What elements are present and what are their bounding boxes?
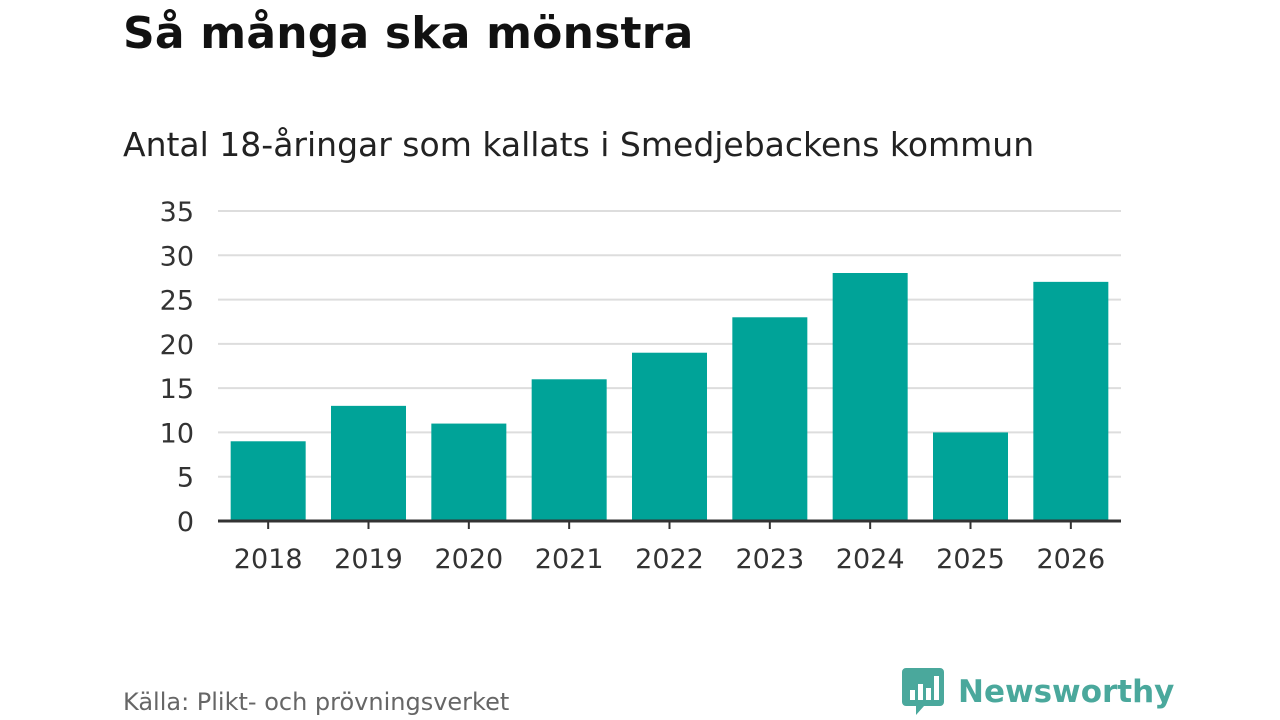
- y-tick-label: 0: [177, 507, 194, 538]
- bar-2021: [531, 379, 607, 521]
- chart-subtitle: Antal 18-åringar som kallats i Smedjebac…: [123, 125, 1035, 164]
- y-tick-label: 35: [160, 197, 194, 228]
- bar-2024: [832, 273, 908, 521]
- x-tick-label: 2021: [535, 544, 604, 575]
- brand-name: Newsworthy: [958, 674, 1175, 710]
- bar-2023: [732, 317, 808, 521]
- bar-2025: [933, 432, 1008, 521]
- y-tick-label: 5: [177, 463, 194, 494]
- x-tick-label: 2026: [1036, 544, 1105, 575]
- bar-2020: [431, 423, 507, 521]
- x-tick-label: 2019: [334, 544, 403, 575]
- y-tick-label: 25: [160, 286, 194, 317]
- source-note: Källa: Plikt- och prövningsverket: [123, 688, 510, 716]
- bar-chart-speech-bubble-icon: [902, 668, 944, 715]
- x-tick-label: 2025: [936, 544, 1005, 575]
- x-tick-label: 2023: [735, 544, 804, 575]
- bar-2022: [632, 352, 707, 521]
- y-tick-label: 20: [160, 330, 194, 361]
- bars: [230, 273, 1109, 521]
- x-tick-label: 2018: [234, 544, 303, 575]
- bar-2019: [331, 405, 406, 521]
- bar-2026: [1033, 281, 1109, 521]
- chart-title: Så många ska mönstra: [123, 8, 694, 59]
- x-tick-label: 2024: [836, 544, 905, 575]
- y-tick-label: 30: [160, 241, 194, 272]
- y-tick-label: 10: [160, 418, 194, 449]
- newsworthy-logo: Newsworthy: [902, 668, 1174, 716]
- bar-2018: [230, 441, 306, 521]
- x-tick-label: 2022: [635, 544, 704, 575]
- x-tick-label: 2020: [434, 544, 503, 575]
- y-tick-label: 15: [160, 374, 194, 405]
